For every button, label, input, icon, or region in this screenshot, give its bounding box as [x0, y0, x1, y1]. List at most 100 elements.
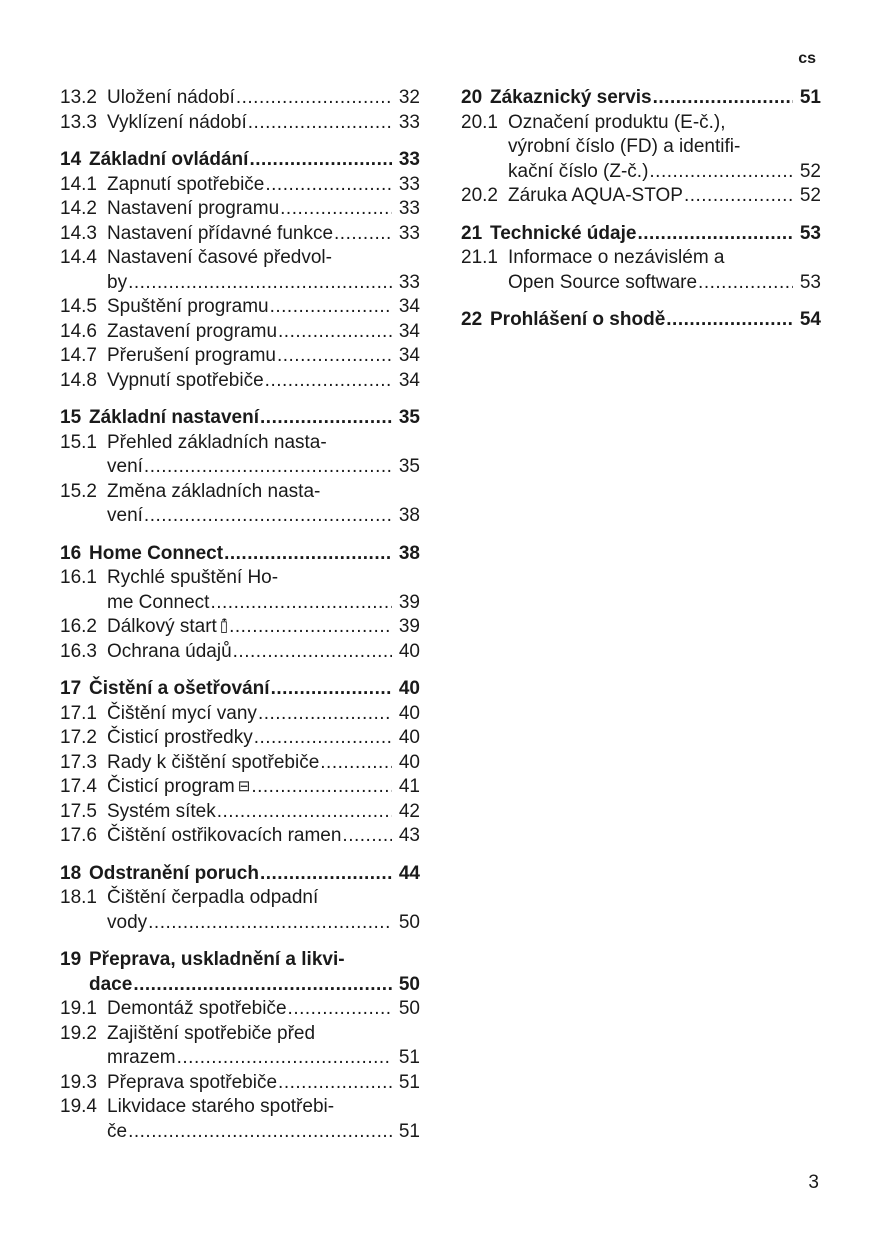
- dot-leader: [177, 1046, 392, 1071]
- toc-section-entry[interactable]: 14.6 Zastavení programu 34: [60, 320, 420, 345]
- toc-title: Spuštění programu: [107, 296, 269, 317]
- toc-page-number: 52: [799, 185, 821, 206]
- toc-number: 15: [60, 407, 82, 428]
- toc-section-entry[interactable]: 19.2 Zajištění spotřebiče před mrazem 51: [60, 1022, 420, 1071]
- dot-leader: [217, 800, 392, 825]
- toc-section-entry[interactable]: 14.4 Nastavení časové předvol-by 33: [60, 246, 420, 295]
- toc-line: 13.2 Uložení nádobí 32: [60, 86, 420, 111]
- dot-leader: [320, 751, 392, 776]
- dot-leader: [698, 271, 793, 296]
- toc-section-entry[interactable]: 21.1 Informace o nezávislém a Open Source …: [461, 246, 821, 295]
- toc-column-left: 13.2 Uložení nádobí 32 13.3 Vyklízení nádobí…: [60, 86, 420, 1144]
- toc-chapter-entry[interactable]: 22 Prohlášení o shodě 54: [461, 308, 821, 333]
- toc-number: 13.2: [60, 87, 97, 108]
- toc-title: mrazem: [107, 1047, 176, 1068]
- toc-line: 17 Čistění a ošetřování 40: [60, 677, 420, 702]
- toc-section-entry[interactable]: 17.1 Čištění mycí vany 40: [60, 702, 420, 727]
- toc-section-entry[interactable]: 14.2 Nastavení programu 33: [60, 197, 420, 222]
- toc-title: dace: [89, 973, 133, 995]
- toc-page-number: 50: [398, 911, 420, 933]
- toc-chapter-entry[interactable]: 17 Čistění a ošetřování 40: [60, 677, 420, 702]
- toc-section-entry[interactable]: 14.3 Nastavení přídavné funkce 33: [60, 222, 420, 247]
- toc-section-entry[interactable]: 19.3 Přeprava spotřebiče 51: [60, 1071, 420, 1096]
- toc-title: Přeprava, uskladnění a likvi-: [89, 949, 345, 970]
- toc-chapter-entry[interactable]: 18 Odstranění poruch 44: [60, 862, 420, 887]
- toc-section-entry[interactable]: 16.2 Dálkový start▯͒ 39: [60, 615, 420, 640]
- dot-leader: [128, 271, 392, 296]
- toc-number: 19.2: [60, 1022, 97, 1044]
- toc-chapter-entry[interactable]: 21 Technické údaje 53: [461, 222, 821, 247]
- toc-line: 19.3 Přeprava spotřebiče 51: [60, 1071, 420, 1096]
- toc-section-entry[interactable]: 15.1 Přehled základních nasta-vení 35: [60, 431, 420, 480]
- dot-leader: [277, 344, 392, 369]
- toc-line: vody 50: [60, 911, 420, 936]
- toc-chapter-entry[interactable]: 15 Základní nastavení 35: [60, 406, 420, 431]
- dot-leader: [637, 222, 793, 247]
- toc-page-number: 34: [398, 320, 420, 342]
- toc-section-entry[interactable]: 17.2 Čisticí prostředky 40: [60, 726, 420, 751]
- toc-title: Čistění a ošetřování: [89, 678, 270, 699]
- toc-section-entry[interactable]: 18.1 Čištění čerpadla odpadní vody 50: [60, 886, 420, 935]
- toc-section-entry[interactable]: 19.4 Likvidace starého spotřebi-če 51: [60, 1095, 420, 1144]
- toc-number: 16: [60, 542, 82, 564]
- toc-section-entry[interactable]: 14.1 Zapnutí spotřebiče 33: [60, 173, 420, 198]
- toc-section-entry[interactable]: 14.7 Přerušení programu 34: [60, 344, 420, 369]
- dot-leader: [265, 369, 392, 394]
- toc-title: vení: [107, 505, 143, 526]
- dot-leader: [288, 997, 392, 1022]
- toc-number: 17.5: [60, 800, 97, 822]
- toc-title: Vyklízení nádobí: [107, 111, 247, 133]
- dot-leader: [229, 615, 392, 640]
- toc-number: 15.2: [60, 480, 97, 502]
- toc-chapter-entry[interactable]: 20 Zákaznický servis 51: [461, 86, 821, 111]
- toc-section-entry[interactable]: 14.8 Vypnutí spotřebiče 34: [60, 369, 420, 394]
- toc-line: 22 Prohlášení o shodě 54: [461, 308, 821, 333]
- toc-number: 15.1: [60, 431, 97, 453]
- toc-number: 17: [60, 678, 82, 699]
- toc-section-entry[interactable]: 14.5 Spuštění programu 34: [60, 295, 420, 320]
- toc-title: Home Connect: [89, 542, 224, 564]
- toc-line: 14.8 Vypnutí spotřebiče 34: [60, 369, 420, 394]
- dot-leader: [144, 504, 392, 529]
- dot-leader: [210, 591, 392, 616]
- toc-section-entry[interactable]: 17.5 Systém sítek 42: [60, 800, 420, 825]
- toc-section-entry[interactable]: 17.4 Čisticí program⊟ 41: [60, 775, 420, 800]
- toc-title: Záruka AQUA-STOP: [508, 185, 683, 206]
- dot-leader: [260, 862, 392, 887]
- dot-leader: [148, 911, 392, 936]
- dot-leader: [278, 1071, 392, 1096]
- toc-section-entry[interactable]: 15.2 Změna základních nasta-vení 38: [60, 480, 420, 529]
- toc-number: 16.3: [60, 640, 97, 662]
- toc-page-number: 34: [398, 369, 420, 391]
- toc-number: 14.3: [60, 222, 97, 244]
- toc-chapter-entry[interactable]: 16 Home Connect 38: [60, 542, 420, 567]
- toc-line: 19.4 Likvidace starého spotřebi-: [60, 1095, 420, 1120]
- machine-care-icon: ⊟: [237, 778, 251, 795]
- toc-section-entry[interactable]: 20.2 Záruka AQUA-STOP 52: [461, 184, 821, 209]
- toc-section-entry[interactable]: 17.6 Čištění ostřikovacích ramen 43: [60, 824, 420, 849]
- toc-section-entry[interactable]: 16.1 Rychlé spuštění Ho-me Connect 39: [60, 566, 420, 615]
- toc-line: 14.7 Přerušení programu 34: [60, 344, 420, 369]
- toc-section-entry[interactable]: 13.2 Uložení nádobí 32: [60, 86, 420, 111]
- toc-title: Zastavení programu: [107, 320, 278, 342]
- toc-section-entry[interactable]: 19.1 Demontáž spotřebiče 50: [60, 997, 420, 1022]
- toc-page-number: 50: [398, 973, 420, 995]
- toc-number: 14.5: [60, 296, 97, 317]
- toc-number: 14.1: [60, 173, 97, 195]
- toc-chapter-entry[interactable]: 14 Základní ovládání 33: [60, 148, 420, 173]
- toc-section-entry[interactable]: 13.3 Vyklízení nádobí 33: [60, 111, 420, 136]
- toc-line: 19.1 Demontáž spotřebiče 50: [60, 997, 420, 1022]
- toc-line: 19.2 Zajištění spotřebiče před: [60, 1022, 420, 1047]
- toc-line: by 33: [60, 271, 420, 296]
- toc-column-right: 20 Zákaznický servis 51 20.1 Označení produk…: [461, 86, 821, 333]
- toc-chapter-entry[interactable]: 19 Přeprava, uskladnění a likvi-dace 50: [60, 948, 420, 997]
- toc-section-entry[interactable]: 17.3 Rady k čištění spotřebiče 40: [60, 751, 420, 776]
- toc-number: 17.6: [60, 825, 97, 846]
- toc-number: 14.4: [60, 247, 97, 268]
- toc-page-number: 33: [398, 149, 420, 170]
- toc-section-entry[interactable]: 16.3 Ochrana údajů 40: [60, 640, 420, 665]
- toc-number: 16.2: [60, 616, 97, 637]
- toc-title: vení: [107, 456, 143, 477]
- toc-line: 14 Základní ovládání 33: [60, 148, 420, 173]
- toc-section-entry[interactable]: 20.1 Označení produktu (E-č.), výrobní čís…: [461, 111, 821, 185]
